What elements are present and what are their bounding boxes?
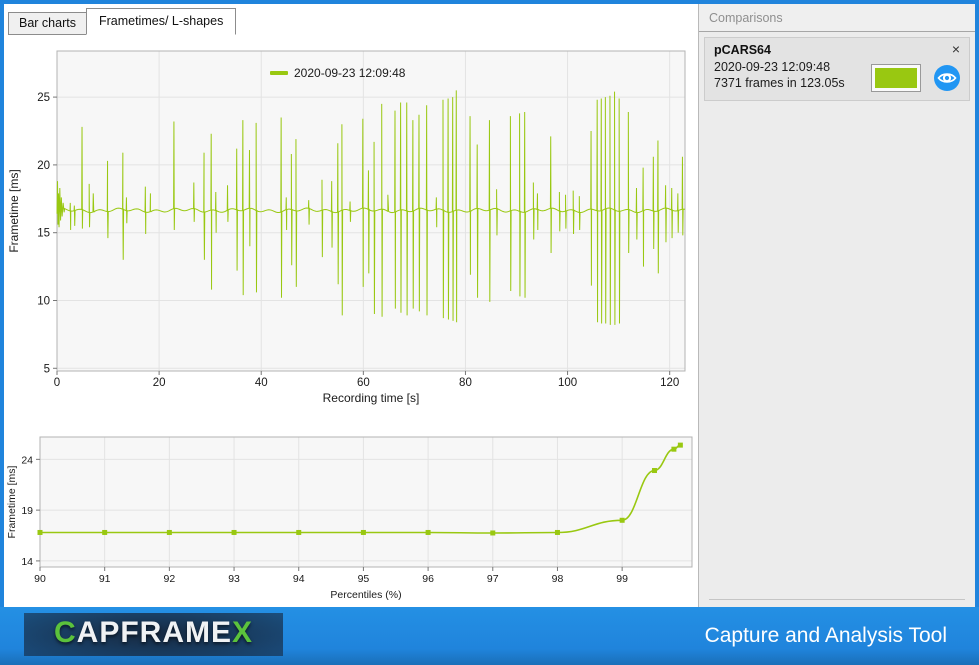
svg-text:95: 95 xyxy=(358,573,370,585)
svg-text:25: 25 xyxy=(37,92,50,104)
svg-text:80: 80 xyxy=(459,377,472,389)
svg-text:15: 15 xyxy=(37,228,50,240)
svg-text:24: 24 xyxy=(21,454,33,466)
svg-text:96: 96 xyxy=(422,573,434,585)
svg-text:Frametime [ms]: Frametime [ms] xyxy=(6,465,18,538)
svg-text:14: 14 xyxy=(21,556,33,568)
svg-text:92: 92 xyxy=(164,573,176,585)
svg-text:60: 60 xyxy=(357,377,370,389)
tab-bar-charts[interactable]: Bar charts xyxy=(8,12,87,35)
comparison-card: pCARS64 × 2020-09-23 12:09:48 7371 frame… xyxy=(704,37,970,101)
logo-letters-mid: APFRAME xyxy=(76,616,233,649)
tab-frametimes-lshapes[interactable]: Frametimes/ L-shapes xyxy=(85,8,237,35)
panel-divider xyxy=(709,599,965,600)
comparison-card-frames: 7371 frames in 123.05s xyxy=(714,76,845,91)
legend-label: 2020-09-23 12:09:48 xyxy=(294,66,406,80)
capframex-logo: CAPFRAMEX xyxy=(24,613,284,656)
visibility-toggle-button[interactable] xyxy=(934,64,960,91)
svg-text:93: 93 xyxy=(228,573,240,585)
charts-panel: Bar charts Frametimes/ L-shapes 0 20 40 60 80… xyxy=(4,4,699,607)
svg-text:20: 20 xyxy=(153,377,166,389)
close-icon[interactable]: × xyxy=(951,41,960,57)
svg-text:97: 97 xyxy=(487,573,499,585)
svg-text:99: 99 xyxy=(616,573,628,585)
svg-text:100: 100 xyxy=(558,377,577,389)
svg-text:20: 20 xyxy=(37,160,50,172)
eye-icon xyxy=(934,64,960,91)
svg-text:Percentiles (%): Percentiles (%) xyxy=(330,589,401,601)
comparison-card-info: 2020-09-23 12:09:48 7371 frames in 123.0… xyxy=(714,59,845,92)
logo-letter-c: C xyxy=(54,616,77,649)
svg-text:94: 94 xyxy=(293,573,305,585)
comparison-card-datetime: 2020-09-23 12:09:48 xyxy=(714,60,831,74)
svg-text:10: 10 xyxy=(37,295,50,307)
bottom-bar: CAPFRAMEX Capture and Analysis Tool xyxy=(0,607,979,665)
tabstrip: Bar charts Frametimes/ L-shapes xyxy=(8,8,237,36)
svg-text:40: 40 xyxy=(255,377,268,389)
frametime-chart-legend: 2020-09-23 12:09:48 xyxy=(270,66,405,80)
svg-text:91: 91 xyxy=(99,573,111,585)
logo-letter-x: X xyxy=(232,616,254,649)
svg-text:98: 98 xyxy=(552,573,564,585)
comparisons-panel: Comparisons pCARS64 × 2020-09-23 12:09:4… xyxy=(699,4,975,607)
svg-text:120: 120 xyxy=(660,377,679,389)
comparisons-header: Comparisons xyxy=(699,4,975,32)
lshape-chart[interactable]: 90 91 92 93 94 95 96 97 98 99 14 19 24 Percentiles (%… xyxy=(4,414,698,607)
svg-text:0: 0 xyxy=(54,377,60,389)
svg-text:90: 90 xyxy=(34,573,46,585)
app-tagline: Capture and Analysis Tool xyxy=(704,624,947,647)
svg-text:Recording time [s]: Recording time [s] xyxy=(323,391,420,405)
svg-text:Frametime [ms]: Frametime [ms] xyxy=(7,169,21,252)
series-color-picker[interactable] xyxy=(871,63,921,92)
frametime-chart[interactable]: 0 20 40 60 80 100 120 5 10 15 20 25 Recording time [… xyxy=(4,32,698,414)
svg-text:19: 19 xyxy=(21,505,33,517)
svg-text:5: 5 xyxy=(44,363,50,375)
legend-swatch xyxy=(270,71,288,75)
comparison-card-title: pCARS64 xyxy=(714,43,771,57)
card-color-swatch-fill xyxy=(875,67,917,88)
